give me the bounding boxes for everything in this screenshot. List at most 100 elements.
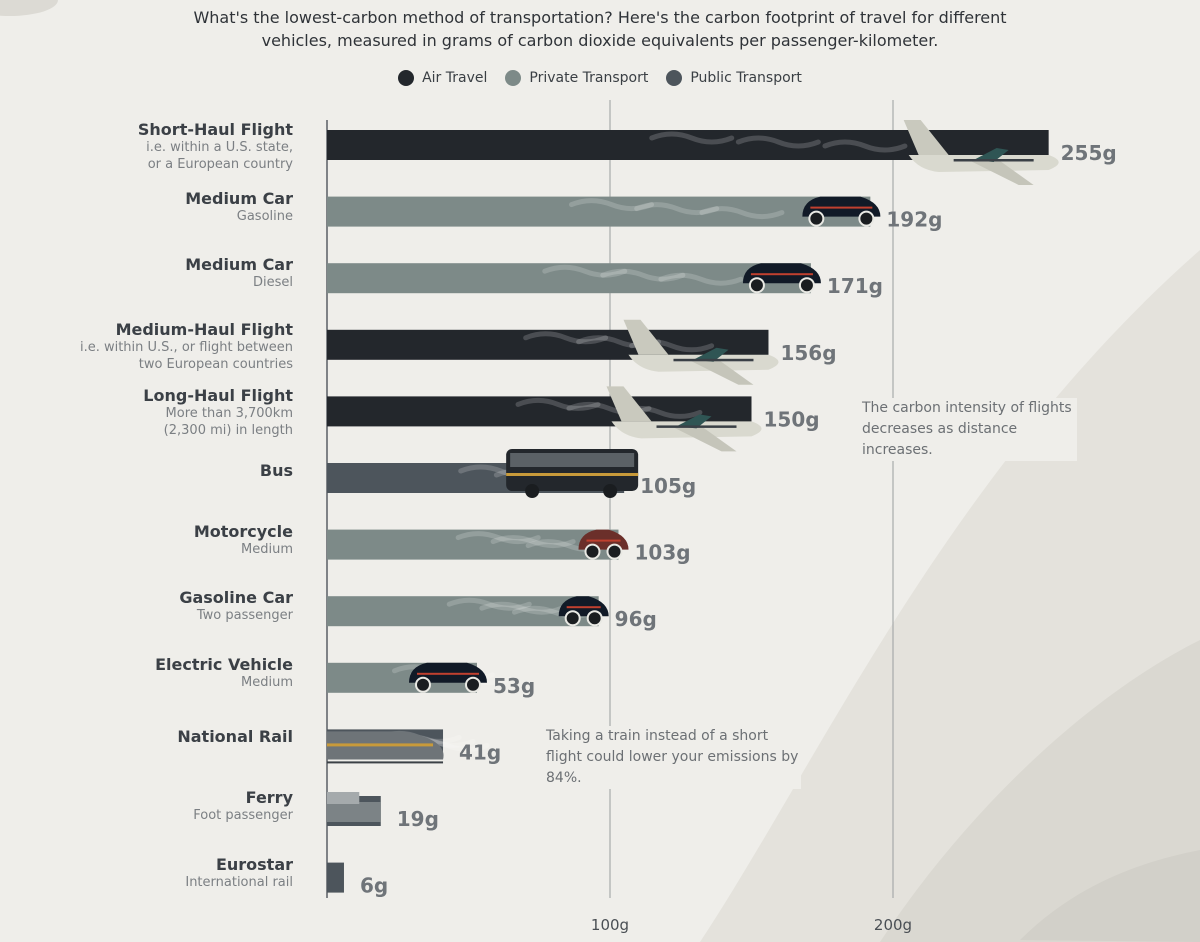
plane-wing [688, 359, 754, 385]
legend-swatch-public-transport [666, 70, 683, 86]
legend-label-public-transport: Public Transport [690, 70, 802, 86]
plane-tail [623, 319, 669, 355]
category-name: Ferry [245, 788, 293, 807]
plane-tail [903, 120, 949, 155]
plane-icon [903, 120, 1059, 185]
category-label-0: Short-Haul Flight i.e. within a U.S. stat… [138, 120, 293, 173]
category-name: National Rail [177, 727, 293, 747]
motorcycle-icon [578, 529, 629, 560]
x-tick-label-100: 100g [591, 916, 629, 934]
value-label-2: 171g [827, 274, 883, 298]
suv-icon [802, 196, 881, 227]
smoke-streak [542, 264, 628, 278]
chart-legend: Air Travel Private Transport Public Tran… [0, 70, 1200, 86]
category-desc: Foot passenger [193, 808, 293, 823]
bar-group-7 [327, 596, 609, 627]
vehicle-stripe [566, 606, 601, 609]
bar-group-5 [327, 449, 639, 498]
bar-group-0 [327, 120, 1059, 185]
bus-wheel [525, 484, 540, 498]
bar-7 [327, 596, 599, 627]
category-desc: i.e. within U.S., or flight between [79, 339, 293, 355]
plane-windows [673, 358, 754, 362]
smoke-streak [569, 198, 655, 212]
value-label-5: 105g [640, 474, 696, 498]
smoke-streak [523, 331, 609, 345]
vehicle-wheel [748, 277, 765, 294]
smoke-streak [455, 531, 541, 545]
category-name: Medium Car [185, 188, 293, 208]
bar-group-6 [327, 529, 629, 560]
smoke-streak [515, 397, 601, 411]
train-icon [327, 731, 444, 764]
plane-winglet [676, 414, 712, 429]
plane-icon [606, 386, 762, 452]
smoke-streak [446, 597, 532, 611]
category-label-4: Long-Haul Flight More than 3,700km (2,300 … [143, 386, 293, 439]
category-desc: Two passenger [196, 608, 293, 624]
vehicle-wheel [798, 277, 815, 294]
legend-item-public-transport: Public Transport [666, 70, 802, 86]
category-desc: International rail [185, 874, 293, 890]
plane-icon [623, 319, 779, 385]
category-label-10: Ferry Foot passenger [193, 788, 293, 824]
category-name: Gasoline Car [179, 588, 293, 608]
plane-windows [953, 159, 1034, 162]
bar-group-2 [327, 263, 821, 294]
bar-group-10 [327, 792, 381, 826]
category-desc: Diesel [252, 275, 293, 291]
category-name: Motorcycle [193, 521, 293, 541]
ferry-cabin [327, 792, 360, 804]
bar-group-9 [327, 729, 490, 764]
value-label-11: 6g [360, 874, 388, 898]
category-desc: two European countries [138, 356, 293, 372]
category-desc: More than 3,700km [165, 406, 293, 422]
category-name: Bus [259, 461, 293, 480]
vehicle-wheel [586, 610, 603, 627]
legend-label-private-transport: Private Transport [529, 70, 649, 86]
category-name: Medium-Haul Flight [115, 319, 293, 339]
plane-tail [606, 386, 652, 422]
category-desc: Medium [241, 674, 293, 690]
category-desc: (2,300 mi) in length [163, 423, 293, 439]
category-label-3: Medium-Haul Flight i.e. within U.S., or f… [80, 320, 293, 373]
annotation-flights-text: The carbon intensity of flights decrease… [862, 400, 1072, 458]
category-name: Long-Haul Flight [143, 386, 293, 406]
train-rail [327, 761, 444, 764]
category-name: Eurostar [215, 854, 293, 874]
bar-1 [327, 196, 871, 227]
vehicle-wheel [606, 543, 623, 560]
smoke-streak [634, 202, 720, 216]
value-label-7: 96g [615, 607, 657, 631]
chart-subtitle: What's the lowest-carbon method of trans… [193, 8, 1007, 50]
category-label-5: Bus [260, 461, 293, 480]
vehicle-stripe [586, 539, 621, 542]
bar-group-8 [327, 662, 513, 693]
legend-item-private-transport: Private Transport [505, 70, 648, 86]
value-label-9: 41g [459, 740, 501, 764]
plane-winglet [973, 148, 1009, 162]
plane-winglet [693, 347, 729, 362]
vehicle-wheel [584, 543, 601, 560]
bar-group-1 [327, 196, 881, 227]
category-desc: Gasoline [236, 208, 293, 224]
vehicle-stripe [810, 206, 873, 209]
vehicle-wheel [464, 676, 481, 693]
electric-car-icon [408, 662, 487, 693]
category-desc: Medium [241, 541, 293, 557]
category-name: Electric Vehicle [155, 654, 293, 674]
bus-wheel [603, 484, 618, 498]
bus-stripe [506, 473, 639, 476]
smoke-streak [735, 135, 821, 149]
value-label-3: 156g [780, 341, 836, 365]
category-name: Medium Car [185, 255, 293, 275]
category-label-6: Motorcycle Medium [194, 522, 293, 558]
bar-group-4 [327, 386, 762, 452]
annotation-train-text: Taking a train instead of a short flight… [546, 728, 799, 786]
bar-group-3 [327, 319, 779, 385]
vehicle-wheel [808, 210, 825, 227]
vehicle-wheel [564, 610, 581, 627]
value-label-10: 19g [397, 807, 439, 831]
small-car-icon [558, 596, 609, 627]
